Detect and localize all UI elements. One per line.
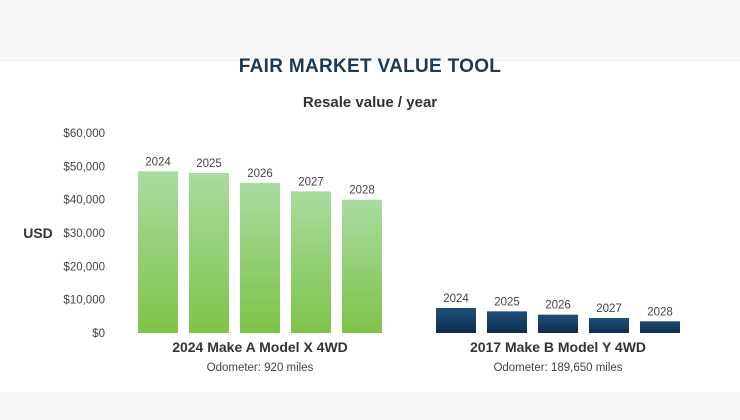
bar	[640, 321, 680, 333]
bar-year-label: 2027	[596, 303, 622, 315]
odometer-note: Odometer: 189,650 miles	[493, 362, 622, 374]
footer-band	[0, 392, 740, 420]
bar-year-label: 2028	[647, 306, 673, 318]
bar	[138, 171, 178, 333]
bar	[189, 173, 229, 333]
y-tick-label: $10,000	[63, 295, 105, 307]
group-label: 2024 Make A Model X 4WD	[172, 339, 348, 355]
bar	[240, 183, 280, 333]
bar-year-label: 2025	[196, 158, 222, 170]
y-tick-label: $50,000	[63, 161, 105, 173]
bar	[436, 308, 476, 333]
chart-title: FAIR MARKET VALUE TOOL	[238, 56, 502, 77]
bar-year-label: 2026	[247, 168, 273, 180]
y-axis-label: USD	[23, 225, 53, 241]
y-tick-label: $40,000	[63, 195, 105, 207]
chart-subtitle: Resale value / year	[302, 94, 438, 111]
y-tick-label: $20,000	[63, 261, 105, 273]
bar-year-label: 2028	[349, 185, 375, 197]
y-tick-label: $30,000	[63, 228, 105, 240]
bar	[487, 311, 527, 333]
odometer-note: Odometer: 920 miles	[207, 362, 314, 374]
group-label: 2017 Make B Model Y 4WD	[470, 339, 646, 355]
bar-year-label: 2024	[145, 156, 171, 168]
bar-year-label: 2027	[298, 176, 324, 188]
y-tick-label: $0	[92, 328, 105, 340]
header-band	[0, 0, 740, 62]
bar	[589, 318, 629, 333]
bar	[538, 314, 578, 333]
y-tick-label: $60,000	[63, 128, 105, 140]
bar-year-label: 2025	[494, 296, 520, 308]
bar	[342, 199, 382, 333]
bar	[291, 191, 331, 333]
bar-year-label: 2026	[545, 300, 571, 312]
bar-year-label: 2024	[443, 293, 469, 305]
